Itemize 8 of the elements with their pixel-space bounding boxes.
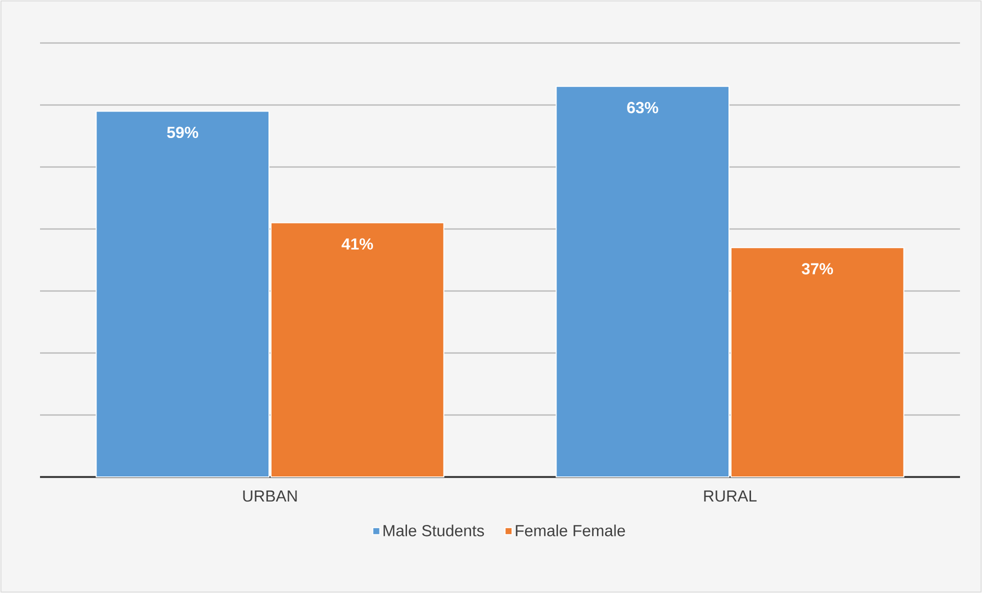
data-label: 37% xyxy=(802,263,833,274)
x-tick-label: URBAN xyxy=(243,490,297,502)
data-label: 59% xyxy=(167,126,198,138)
data-label: 63% xyxy=(627,102,658,114)
legend-label: Male Students xyxy=(384,524,484,536)
data-label: 41% xyxy=(342,238,373,250)
x-tick-label: RURAL xyxy=(704,490,757,502)
legend-label: Female Female xyxy=(516,524,625,536)
